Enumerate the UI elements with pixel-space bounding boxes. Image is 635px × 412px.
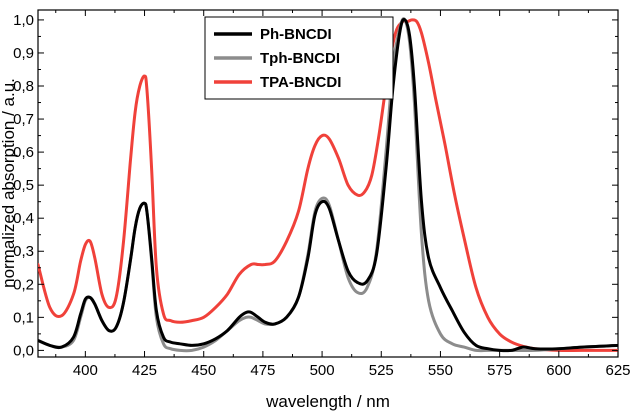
x-tick-label: 625 (605, 362, 630, 379)
y-tick-label: 0,7 (13, 111, 34, 128)
x-tick-label: 600 (546, 362, 571, 379)
series-line-ph-bncdi (38, 17, 618, 353)
y-tick-label: 1,0 (13, 12, 34, 29)
y-tick-label: 0,3 (13, 243, 34, 260)
x-tick-label: 500 (310, 362, 335, 379)
y-tick-label: 0,4 (13, 210, 34, 227)
y-tick-label: 0,5 (13, 177, 34, 194)
y-tick-label: 0,9 (13, 45, 34, 62)
x-axis-label: wavelength / nm (265, 392, 390, 411)
y-axis-label: normalized absorption / a.u. (0, 78, 18, 288)
series-line-tpa-bncdi (38, 18, 618, 353)
legend-label-tpa-bncdi: TPA-BNCDI (260, 74, 341, 91)
y-tick-label: 0,0 (13, 342, 34, 359)
legend-label-tph-bncdi: Tph-BNCDI (260, 50, 340, 67)
y-tick-label: 0,2 (13, 276, 34, 293)
y-tick-label: 0,6 (13, 144, 34, 161)
x-axis: 400 425 450 475 500 525 550 575 600 625 (55, 10, 631, 379)
x-tick-label: 450 (191, 362, 216, 379)
x-tick-label: 575 (487, 362, 512, 379)
x-tick-label: 475 (250, 362, 275, 379)
x-tick-label: 525 (369, 362, 394, 379)
y-tick-label: 0,1 (13, 309, 34, 326)
x-tick-label: 400 (73, 362, 98, 379)
legend-label-ph-bncdi: Ph-BNCDI (260, 26, 332, 43)
x-tick-label: 425 (132, 362, 157, 379)
x-tick-label: 550 (428, 362, 453, 379)
y-tick-label: 0,8 (13, 78, 34, 95)
legend: Ph-BNCDI Tph-BNCDI TPA-BNCDI (204, 16, 394, 100)
series-layer (38, 17, 618, 353)
y-axis: 0,0 0,1 0,2 0,3 0,4 0,5 0,6 0,7 0,8 0,9 1,0 (13, 12, 618, 359)
